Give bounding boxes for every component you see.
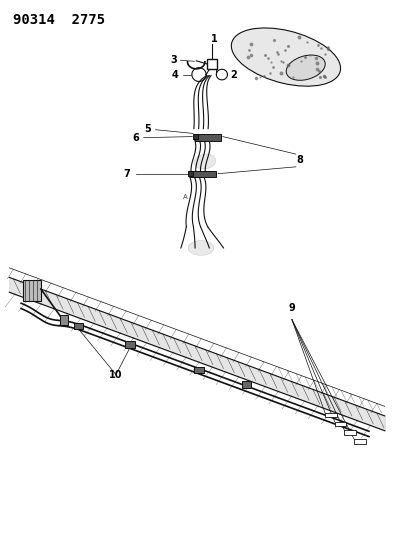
Text: 4: 4 [172, 70, 179, 79]
Bar [207, 59, 217, 69]
Bar [74, 322, 83, 329]
Text: A: A [183, 193, 187, 200]
Ellipse shape [231, 28, 341, 86]
Ellipse shape [194, 154, 216, 169]
Bar [194, 367, 204, 373]
Bar [354, 439, 366, 443]
Text: 10: 10 [109, 370, 123, 379]
Bar [335, 422, 346, 426]
Bar [344, 431, 356, 435]
Text: 3: 3 [170, 55, 177, 64]
Text: 2: 2 [230, 70, 237, 79]
Bar [125, 342, 135, 348]
Bar [60, 315, 68, 325]
Text: 8: 8 [297, 156, 303, 165]
Bar [190, 171, 216, 177]
Ellipse shape [286, 55, 325, 80]
Bar [325, 413, 337, 417]
Bar [242, 381, 251, 387]
Bar [188, 171, 193, 176]
Bar [195, 134, 221, 141]
Ellipse shape [188, 240, 214, 255]
Text: 5: 5 [144, 124, 151, 134]
Text: 90314  2775: 90314 2775 [13, 13, 105, 27]
Text: 7: 7 [124, 169, 131, 179]
Bar [23, 280, 41, 301]
Text: 1: 1 [211, 34, 217, 44]
Text: 9: 9 [289, 303, 295, 313]
Text: 6: 6 [133, 133, 139, 143]
Bar [193, 134, 198, 139]
